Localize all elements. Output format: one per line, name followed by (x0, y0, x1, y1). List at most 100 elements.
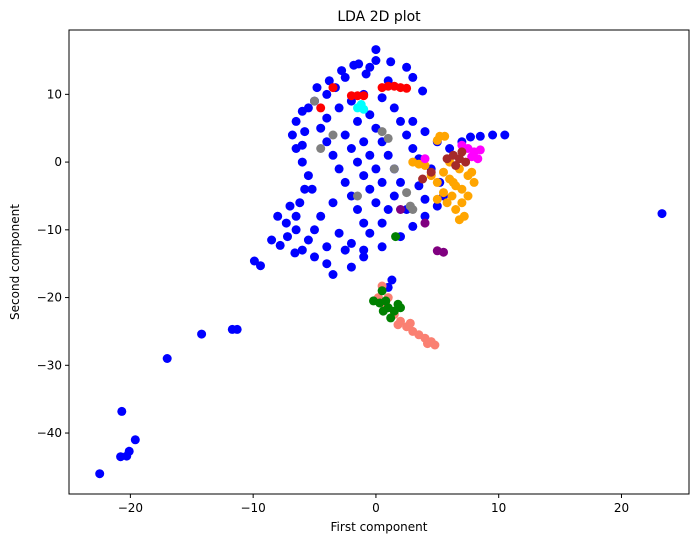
data-point-s7-5 (346, 91, 356, 101)
data-point-s0-5 (117, 406, 127, 416)
data-point-s0-47 (291, 211, 301, 221)
data-point-s0-0 (95, 469, 105, 479)
data-point-s9-1 (377, 127, 387, 137)
data-point-s0-30 (371, 56, 381, 65)
data-point-s0-106 (420, 194, 430, 204)
data-point-s0-78 (359, 218, 369, 228)
data-point-s4-2 (420, 218, 430, 228)
data-point-s1-17 (454, 215, 464, 225)
data-point-s9-0 (310, 96, 319, 106)
data-point-s0-16 (297, 245, 307, 255)
data-point-s0-27 (475, 131, 485, 141)
data-point-s0-45 (307, 184, 317, 194)
data-point-s2-6 (420, 154, 430, 164)
data-point-s9-5 (353, 191, 362, 201)
data-point-s0-109 (420, 127, 430, 137)
data-point-s2-4 (457, 140, 467, 150)
ticks-layer: −20 −10 0 10 20 −40 −30 −20 −10 0 10 (37, 87, 629, 515)
data-point-s1-26 (408, 157, 418, 167)
x-tick-label-1: −10 (240, 501, 265, 515)
data-point-s9-7 (316, 144, 326, 153)
data-point-s0-80 (377, 218, 387, 228)
data-point-s0-10 (249, 256, 259, 266)
x-axis-label: First component (331, 520, 428, 534)
points-layer (95, 45, 667, 479)
data-point-s0-123 (300, 184, 310, 194)
data-point-s1-0 (439, 167, 448, 177)
data-point-s0-66 (377, 93, 387, 103)
data-point-s0-22 (387, 275, 397, 285)
data-point-s0-122 (300, 127, 310, 137)
data-point-s0-24 (657, 209, 667, 219)
data-point-s1-23 (432, 135, 442, 145)
data-point-s0-25 (500, 130, 510, 140)
data-point-s0-35 (340, 72, 350, 82)
chart-title: LDA 2D plot (337, 9, 421, 25)
data-point-s7-6 (359, 91, 369, 101)
data-point-s0-75 (340, 177, 350, 187)
data-point-s0-70 (322, 113, 332, 123)
data-point-s0-114 (312, 83, 322, 93)
data-point-s6-8 (369, 296, 378, 306)
data-point-s0-124 (285, 201, 295, 211)
data-point-s0-82 (389, 191, 399, 201)
data-point-s6-9 (391, 232, 401, 242)
data-point-s0-17 (310, 252, 319, 262)
data-point-s5-12 (393, 320, 403, 330)
data-point-s0-120 (408, 72, 418, 82)
data-point-s0-40 (291, 116, 301, 126)
data-point-s0-52 (359, 245, 369, 255)
data-point-s0-125 (281, 218, 291, 228)
data-point-s7-7 (328, 83, 338, 93)
data-point-s0-31 (365, 62, 375, 72)
data-point-s0-4 (130, 435, 140, 445)
data-point-s5-10 (423, 339, 432, 349)
y-axis-label: Second component (8, 204, 22, 320)
data-point-s1-10 (463, 191, 473, 201)
data-point-s4-3 (396, 205, 405, 214)
data-point-s0-97 (371, 164, 381, 174)
data-point-s9-9 (408, 205, 418, 214)
y-tick-label-1: −30 (37, 358, 62, 372)
data-point-s1-19 (467, 167, 477, 177)
data-point-s0-113 (303, 103, 313, 113)
x-tick-label-2: 0 (372, 501, 380, 515)
data-point-s0-69 (334, 103, 344, 113)
data-point-s0-65 (389, 103, 399, 113)
y-tick-label-0: −40 (37, 426, 62, 440)
data-point-s0-44 (303, 171, 313, 181)
data-point-s0-57 (432, 201, 442, 211)
data-point-s0-32 (386, 57, 396, 67)
data-point-s0-102 (310, 225, 319, 235)
data-point-s4-1 (432, 246, 442, 256)
data-point-s0-56 (420, 211, 430, 221)
data-point-s6-6 (386, 313, 396, 323)
data-point-s9-3 (328, 130, 338, 140)
data-point-s0-118 (361, 69, 371, 79)
data-point-s0-96 (377, 177, 387, 187)
data-point-s1-8 (451, 205, 461, 214)
data-point-s6-7 (378, 306, 388, 316)
data-point-s0-74 (334, 164, 344, 174)
data-point-s0-73 (328, 150, 338, 160)
data-point-s3-2 (461, 157, 471, 167)
data-point-s0-79 (365, 228, 375, 238)
data-point-s0-119 (418, 86, 428, 96)
data-point-s0-98 (365, 150, 375, 160)
axes-frame (68, 29, 690, 495)
data-point-s0-48 (291, 225, 301, 235)
data-point-s8-2 (353, 103, 362, 113)
data-point-s6-10 (396, 303, 405, 313)
data-point-s0-63 (402, 130, 412, 140)
data-point-s0-34 (402, 62, 412, 72)
data-point-s0-7 (197, 329, 207, 339)
y-tick-label-2: −20 (37, 291, 62, 305)
data-point-s3-5 (457, 147, 467, 157)
data-point-s0-126 (273, 211, 283, 221)
data-point-s0-51 (340, 245, 350, 255)
data-point-s0-100 (328, 198, 338, 208)
data-point-s1-22 (440, 131, 450, 141)
y-tick-label-5: 10 (47, 87, 62, 101)
y-tick-label-4: 0 (54, 155, 62, 169)
data-point-s0-81 (383, 205, 393, 214)
